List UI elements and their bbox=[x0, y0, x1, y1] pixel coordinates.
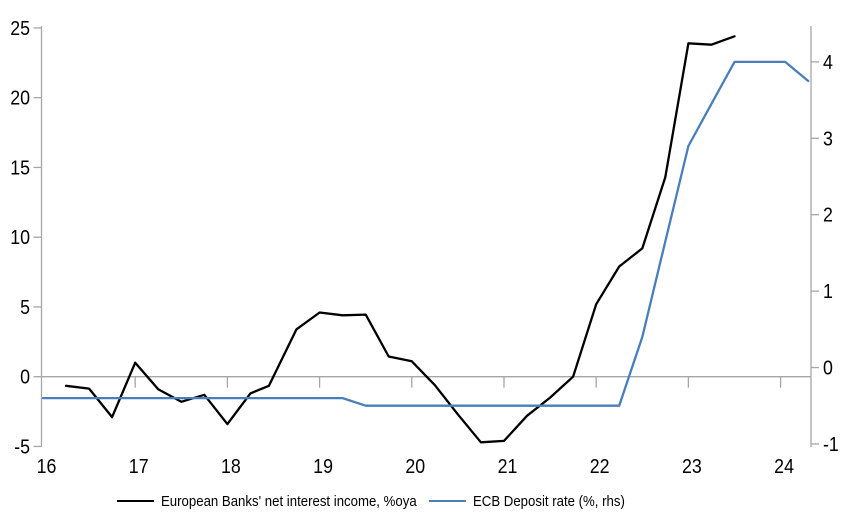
y-left-axis: 25 20 15 10 5 0 -5 bbox=[10, 18, 43, 459]
svg-text:10: 10 bbox=[10, 227, 30, 249]
svg-text:17: 17 bbox=[129, 456, 149, 478]
svg-text:2: 2 bbox=[823, 205, 833, 227]
svg-text:3: 3 bbox=[823, 128, 833, 150]
svg-text:16: 16 bbox=[37, 456, 57, 478]
svg-text:4: 4 bbox=[823, 52, 833, 74]
y-right-axis: 4 3 2 1 0 -1 bbox=[810, 26, 839, 456]
series-line-ecb-deposit-rate bbox=[41, 60, 810, 407]
svg-text:22: 22 bbox=[590, 456, 610, 478]
svg-text:20: 20 bbox=[405, 456, 425, 478]
svg-text:23: 23 bbox=[682, 456, 702, 478]
svg-text:15: 15 bbox=[10, 158, 30, 180]
x-axis: 16 17 18 19 20 21 22 23 24 bbox=[37, 376, 794, 478]
series-line-net-interest-income bbox=[64, 35, 736, 444]
svg-text:1: 1 bbox=[823, 281, 833, 303]
svg-text:19: 19 bbox=[313, 456, 333, 478]
svg-text:18: 18 bbox=[221, 456, 241, 478]
svg-text:0: 0 bbox=[20, 367, 30, 389]
svg-text:21: 21 bbox=[498, 456, 518, 478]
svg-text:-1: -1 bbox=[823, 434, 839, 456]
svg-text:25: 25 bbox=[10, 18, 30, 40]
svg-text:0: 0 bbox=[823, 358, 833, 380]
svg-text:-5: -5 bbox=[14, 437, 30, 459]
svg-text:24: 24 bbox=[774, 456, 794, 478]
svg-text:5: 5 bbox=[20, 297, 30, 319]
svg-text:20: 20 bbox=[10, 88, 30, 110]
